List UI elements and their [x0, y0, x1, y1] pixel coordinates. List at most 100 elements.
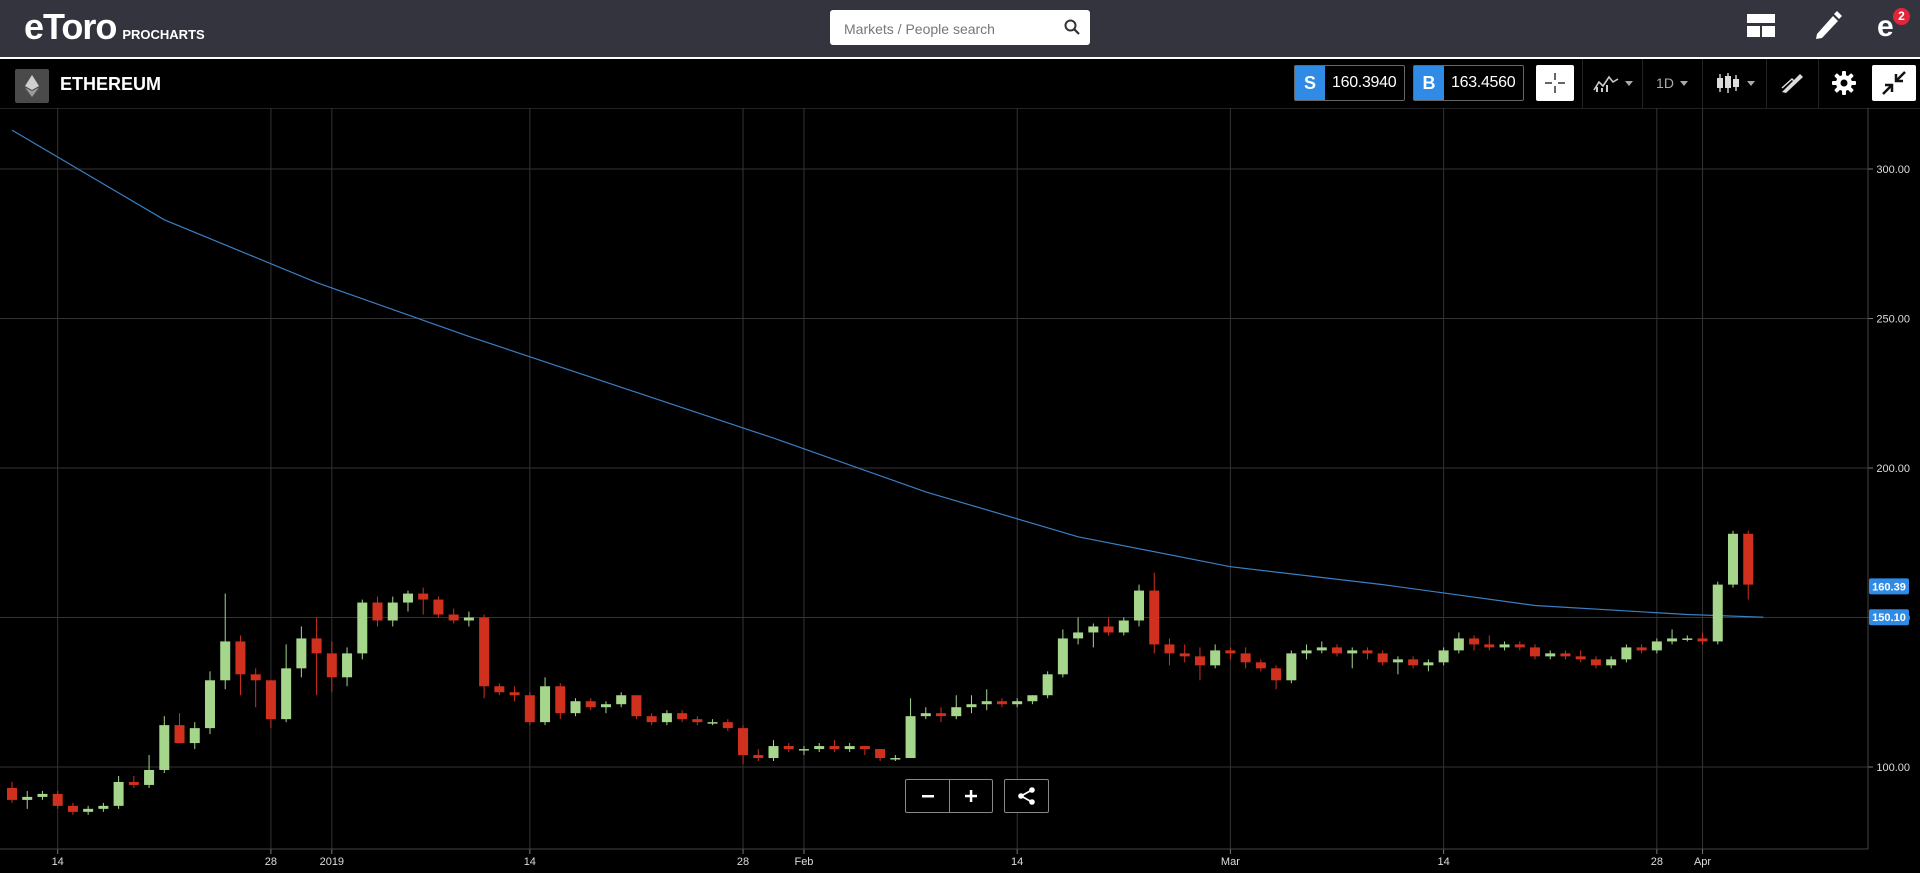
notification-badge[interactable]: 2 — [1893, 8, 1910, 25]
candle-up — [1667, 629, 1678, 645]
sell-button[interactable]: S 160.3940 — [1294, 65, 1405, 101]
candle-down — [783, 743, 794, 753]
candle-down — [1194, 647, 1205, 681]
candle-body — [1727, 533, 1738, 585]
candle-body — [600, 704, 611, 708]
candle-body — [1453, 638, 1464, 651]
candle-body — [1134, 590, 1145, 621]
buy-label: B — [1414, 66, 1444, 100]
zoom-in-button[interactable] — [949, 780, 992, 812]
candle-body — [1438, 650, 1449, 663]
candle-up — [1118, 617, 1129, 636]
candle-body — [1667, 638, 1678, 642]
candle-body — [1362, 650, 1373, 654]
candle-down — [494, 683, 505, 696]
buy-button[interactable]: B 163.4560 — [1413, 65, 1524, 101]
price-tag-label: 160.39 — [1872, 581, 1906, 593]
candle-body — [707, 722, 718, 724]
candle-body — [1164, 644, 1175, 654]
candle-down — [311, 617, 322, 696]
candle-down — [1240, 647, 1251, 669]
candle-up — [1423, 659, 1434, 672]
candle-body — [372, 602, 383, 621]
candle-body — [1210, 650, 1221, 666]
candle-down — [326, 641, 337, 693]
crosshair-button[interactable] — [1536, 65, 1574, 101]
candle-body — [1590, 659, 1601, 666]
candle-body — [1194, 656, 1205, 666]
candle-up — [707, 719, 718, 726]
candle-body — [1499, 644, 1510, 648]
price-chart[interactable]: 100.00150.00200.00250.00300.001428201914… — [0, 108, 1920, 873]
plus-icon — [965, 790, 977, 802]
candle-down — [1362, 647, 1373, 660]
price-tag-box — [1869, 578, 1909, 595]
candle-body — [189, 728, 200, 744]
candle-body — [1179, 653, 1190, 657]
candle-body — [844, 746, 855, 750]
candle-body — [570, 701, 581, 714]
candle-up — [1210, 644, 1221, 669]
candle-up — [1392, 656, 1403, 675]
candle-up — [1453, 632, 1464, 654]
search-icon[interactable] — [1064, 19, 1080, 35]
candle-up — [570, 698, 581, 717]
candle-body — [1347, 650, 1358, 654]
candle-down — [418, 587, 429, 615]
y-tick-label: 100.00 — [1876, 762, 1910, 774]
candle-body — [524, 695, 535, 723]
candle-body — [37, 793, 48, 797]
settings-button[interactable] — [1824, 65, 1864, 101]
collapse-icon — [1882, 71, 1906, 95]
candle-body — [1743, 533, 1754, 585]
candle-body — [646, 716, 657, 723]
interval-dropdown[interactable]: 1D — [1650, 65, 1694, 101]
candle-body — [204, 680, 215, 729]
candle-up — [1057, 629, 1068, 678]
x-tick-label: Apr — [1694, 856, 1711, 868]
moving-average-line — [11, 129, 1764, 618]
moving-average-path — [11, 129, 1764, 618]
y-tick-label: 300.00 — [1876, 164, 1910, 176]
candle-body — [1606, 659, 1617, 666]
candle-down — [1484, 635, 1495, 651]
candle-up — [189, 722, 200, 750]
layout-icon[interactable] — [1746, 12, 1776, 40]
candle-body — [98, 805, 109, 809]
chart-type-button[interactable] — [1712, 65, 1758, 101]
fullscreen-button[interactable] — [1872, 65, 1916, 101]
search-input[interactable] — [842, 10, 1056, 47]
candle-down — [875, 749, 886, 762]
candle-body — [1621, 647, 1632, 660]
candle-body — [113, 781, 124, 806]
minus-icon — [921, 795, 934, 798]
candle-down — [1103, 617, 1114, 636]
candle-down — [936, 707, 947, 723]
indicators-button[interactable] — [1590, 65, 1636, 101]
pencil-icon[interactable] — [1812, 10, 1842, 42]
candle-up — [1606, 656, 1617, 669]
candle-down — [585, 698, 596, 711]
share-button[interactable] — [1004, 779, 1049, 813]
logo[interactable]: eToro PROCHARTS — [24, 6, 205, 48]
candle-body — [905, 716, 916, 759]
candle-down — [235, 635, 246, 696]
candle-up — [890, 755, 901, 762]
candle-down — [1636, 644, 1647, 654]
zoom-out-button[interactable] — [906, 780, 949, 812]
candle-body — [235, 641, 246, 675]
candle-body — [1530, 647, 1540, 657]
candle-body — [265, 680, 276, 720]
candle-up — [540, 677, 551, 726]
candle-body — [1027, 695, 1038, 702]
candle-down — [753, 749, 764, 762]
candle-up — [1499, 641, 1510, 651]
candle-down — [555, 683, 566, 720]
candle-body — [1697, 638, 1708, 642]
candle-down — [433, 596, 444, 618]
candle-body — [1271, 668, 1282, 681]
drawing-tools-button[interactable] — [1772, 65, 1812, 101]
candlestick-icon — [1717, 73, 1739, 93]
candle-body — [1469, 638, 1480, 645]
e-icon[interactable]: e — [1876, 9, 1902, 43]
